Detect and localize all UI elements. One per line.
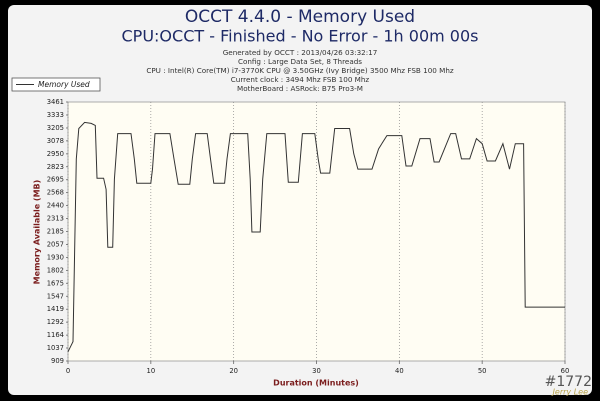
y-tick-label: 2057: [47, 240, 64, 248]
y-tick-label: 3461: [47, 98, 64, 106]
info-line: Config : Large Data Set, 8 Threads: [238, 57, 362, 66]
y-tick-label: 3205: [47, 124, 64, 132]
data-line: [67, 121, 565, 353]
chart-subtitle: CPU:OCCT - Finished - No Error - 1h 00m …: [122, 27, 479, 46]
y-tick-label: 2313: [47, 215, 64, 223]
info-line: CPU : Intel(R) Core(TM) i7-3770K CPU @ 3…: [146, 66, 454, 75]
y-tick-label: 2695: [47, 176, 64, 184]
y-tick-label: 1802: [47, 266, 64, 274]
y-tick-label: 3333: [47, 111, 64, 119]
y-tick-label: 1675: [47, 279, 64, 287]
y-axis-label: Memory Available (MB): [33, 180, 42, 285]
x-axis-label: Duration (Minutes): [273, 379, 359, 388]
x-tick-label: 60: [561, 367, 570, 375]
y-tick-label: 1419: [47, 305, 64, 313]
y-tick-label: 1037: [47, 344, 64, 352]
info-line: MotherBoard : ASRock: B75 Pro3-M: [237, 84, 363, 93]
legend-box: [11, 77, 101, 92]
x-tick-label: 30: [312, 367, 321, 375]
x-tick-label: 20: [229, 367, 238, 375]
y-tick-label: 1164: [47, 331, 64, 339]
y-tick-label: 2185: [47, 228, 64, 236]
y-tick-label: 2568: [47, 189, 64, 197]
y-tick-label: 1547: [47, 292, 64, 300]
info-line: Current clock : 3494 Mhz FSB 100 Mhz: [231, 75, 370, 84]
watermark-name: Jerry Lee: [551, 388, 589, 397]
legend-label: Memory Used: [38, 80, 90, 89]
y-tick-label: 909: [51, 357, 64, 365]
x-tick-label: 0: [66, 367, 70, 375]
info-line: Generated by OCCT : 2013/04/26 03:32:17: [223, 48, 378, 57]
y-tick-label: 2823: [47, 163, 64, 171]
chart-title: OCCT 4.4.0 - Memory Used: [185, 7, 415, 27]
y-tick-label: 1292: [47, 318, 64, 326]
y-tick-label: 2950: [47, 150, 64, 158]
x-tick-label: 40: [395, 367, 404, 375]
y-tick-label: 2440: [47, 202, 64, 210]
y-tick-label: 3078: [47, 137, 64, 145]
watermark-number: #1772: [545, 374, 592, 390]
x-tick-label: 50: [478, 367, 487, 375]
y-tick-label: 1930: [47, 253, 64, 261]
x-tick-label: 10: [147, 367, 156, 375]
